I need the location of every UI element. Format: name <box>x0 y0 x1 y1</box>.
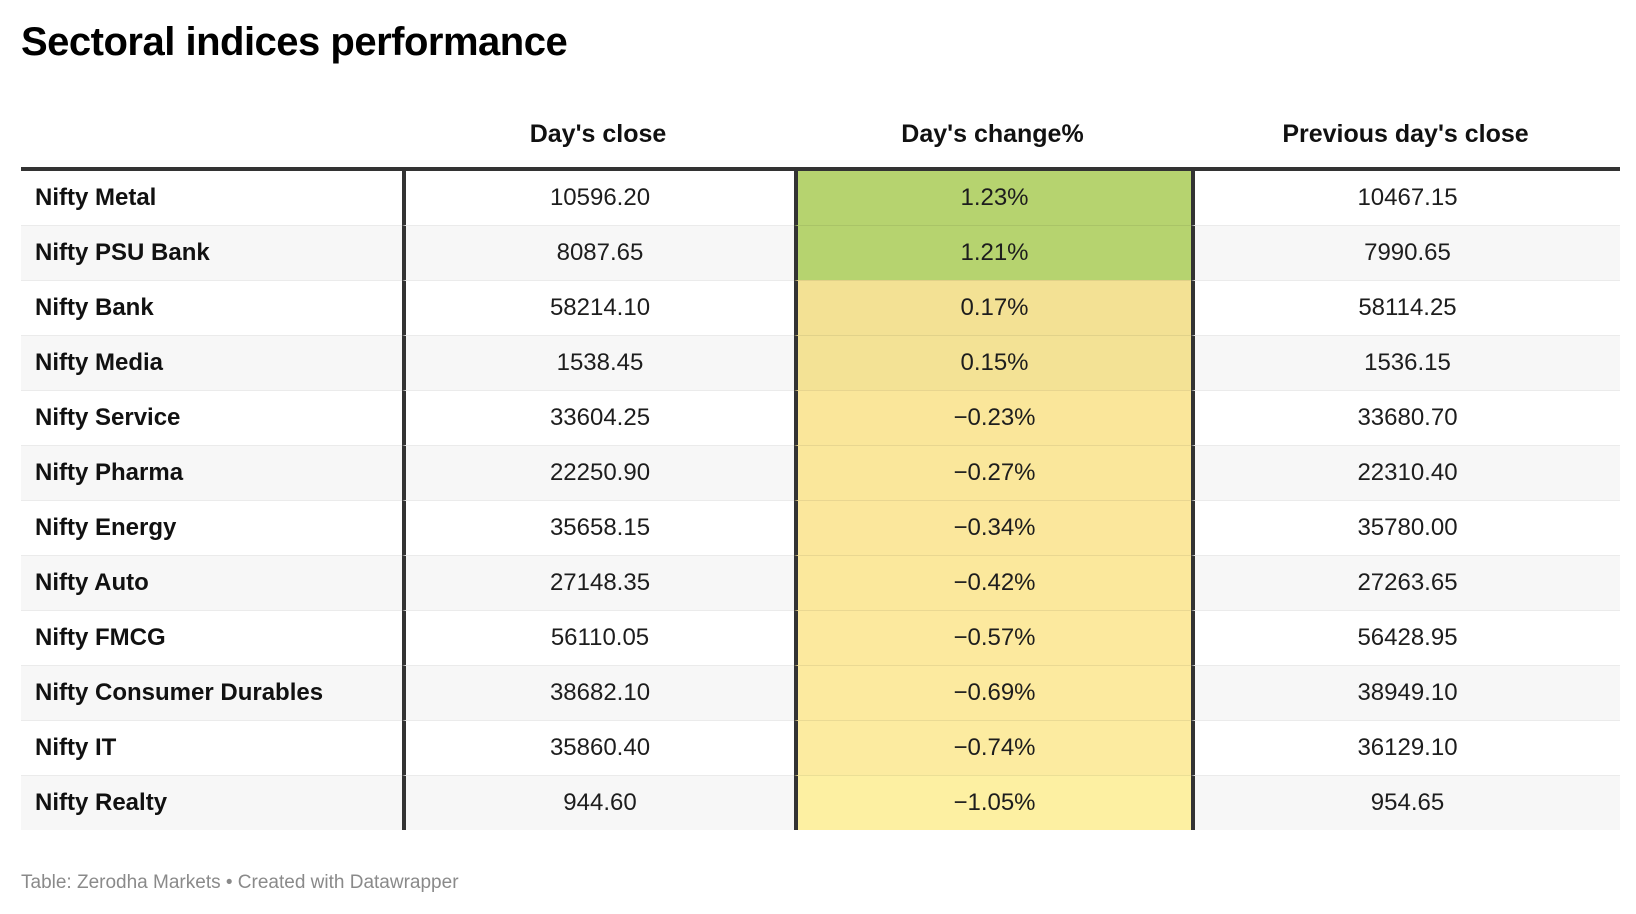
table-row: Nifty Realty 944.60 −1.05% 954.65 <box>21 775 1620 830</box>
days-close-cell: 56110.05 <box>402 610 794 665</box>
index-name-cell: Nifty Metal <box>35 184 157 211</box>
table-row: Nifty Energy 35658.15 −0.34% 35780.00 <box>21 500 1620 555</box>
prev-close-cell: 35780.00 <box>1191 500 1620 555</box>
days-close-cell: 38682.10 <box>402 665 794 720</box>
days-change-cell: −1.05% <box>794 775 1191 830</box>
prev-close-cell: 10467.15 <box>1191 171 1620 225</box>
days-change-cell: −0.34% <box>794 500 1191 555</box>
index-name-cell: Nifty Bank <box>21 280 402 335</box>
days-change-cell: 0.15% <box>794 335 1191 390</box>
column-header-previous-close: Previous day's close <box>1191 64 1620 171</box>
index-name-cell: Nifty Consumer Durables <box>21 665 402 720</box>
table-header: Day's close Day's change% Previous day's… <box>21 64 1620 171</box>
days-close-cell: 944.60 <box>402 775 794 830</box>
days-change-cell: −0.23% <box>794 390 1191 445</box>
days-close-cell: 27148.35 <box>402 555 794 610</box>
days-change-cell: 0.17% <box>794 280 1191 335</box>
table-row: Nifty Bank 58214.10 0.17% 58114.25 <box>21 280 1620 335</box>
days-change-cell: −0.69% <box>794 665 1191 720</box>
days-change-cell: 1.23% <box>794 171 1191 225</box>
prev-close-cell: 7990.65 <box>1191 225 1620 280</box>
table-row: Nifty Pharma 22250.90 −0.27% 22310.40 <box>21 445 1620 500</box>
column-header-index <box>21 64 402 171</box>
table-row: Nifty Media 1538.45 0.15% 1536.15 <box>21 335 1620 390</box>
column-header-days-close: Day's close <box>402 64 794 171</box>
index-name-cell: Nifty Service <box>21 390 402 445</box>
days-close-cell: 1538.45 <box>402 335 794 390</box>
table-body: Nifty Metal 10596.20 1.23% 10467.15 Nifty PS… <box>21 171 1620 830</box>
index-name-cell: Nifty FMCG <box>21 610 402 665</box>
prev-close-cell: 1536.15 <box>1191 335 1620 390</box>
index-name-cell: Nifty Realty <box>21 775 402 830</box>
prev-close-cell: 56428.95 <box>1191 610 1620 665</box>
days-close-cell: 10596.20 <box>402 171 794 225</box>
header-row: Day's close Day's change% Previous day's… <box>21 64 1620 171</box>
index-name-cell: Nifty PSU Bank <box>21 225 402 280</box>
sectoral-indices-table: Day's close Day's change% Previous day's… <box>21 64 1620 830</box>
days-close-cell: 35860.40 <box>402 720 794 775</box>
days-change-cell: −0.27% <box>794 445 1191 500</box>
table-row: Nifty Auto 27148.35 −0.42% 27263.65 <box>21 555 1620 610</box>
table-row: Nifty Service 33604.25 −0.23% 33680.70 <box>21 390 1620 445</box>
column-header-days-change: Day's change% <box>794 64 1191 171</box>
days-change-cell: −0.74% <box>794 720 1191 775</box>
table-footer: Table: Zerodha Markets • Created with Da… <box>21 872 459 893</box>
days-close-cell: 8087.65 <box>402 225 794 280</box>
days-close-cell: 33604.25 <box>402 390 794 445</box>
prev-close-cell: 954.65 <box>1191 775 1620 830</box>
table-row: Nifty PSU Bank 8087.65 1.21% 7990.65 <box>21 225 1620 280</box>
table-row: Nifty Consumer Durables 38682.10 −0.69% 389… <box>21 665 1620 720</box>
index-name-cell: Nifty Pharma <box>21 445 402 500</box>
days-change-cell: −0.57% <box>794 610 1191 665</box>
days-close-cell: 35658.15 <box>402 500 794 555</box>
days-close-cell: 22250.90 <box>402 445 794 500</box>
days-close-cell: 58214.10 <box>402 280 794 335</box>
index-name-cell: Nifty Auto <box>21 555 402 610</box>
index-name-cell: Nifty Media <box>21 335 402 390</box>
table-row: Nifty IT 35860.40 −0.74% 36129.10 <box>21 720 1620 775</box>
index-name-cell: Nifty Energy <box>21 500 402 555</box>
prev-close-cell: 27263.65 <box>1191 555 1620 610</box>
index-name-cell: Nifty IT <box>21 720 402 775</box>
prev-close-cell: 22310.40 <box>1191 445 1620 500</box>
prev-close-cell: 58114.25 <box>1191 280 1620 335</box>
prev-close-cell: 38949.10 <box>1191 665 1620 720</box>
page-title: Sectoral indices performance <box>21 20 568 64</box>
table-row: Nifty Metal 10596.20 1.23% 10467.15 <box>21 171 1620 225</box>
days-change-cell: 1.21% <box>794 225 1191 280</box>
prev-close-cell: 36129.10 <box>1191 720 1620 775</box>
prev-close-cell: 33680.70 <box>1191 390 1620 445</box>
days-change-cell: −0.42% <box>794 555 1191 610</box>
table-row: Nifty FMCG 56110.05 −0.57% 56428.95 <box>21 610 1620 665</box>
